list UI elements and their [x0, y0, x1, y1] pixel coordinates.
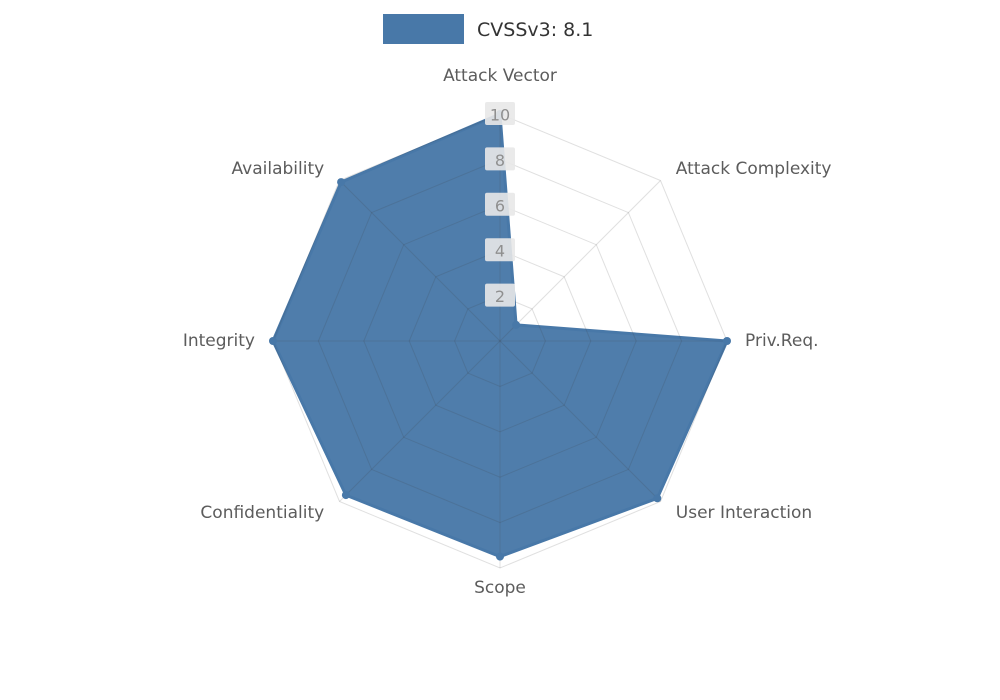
- data-point-marker: [723, 337, 731, 345]
- tick-label-4: 4: [495, 242, 505, 261]
- legend-label[interactable]: CVSSv3: 8.1: [477, 19, 593, 41]
- radar-grid: [272, 113, 728, 569]
- axis-label-user-interaction: User Interaction: [676, 503, 812, 523]
- tick-label-2: 2: [495, 287, 505, 306]
- grid-spoke: [339, 340, 501, 502]
- grid-ring: [408, 249, 592, 433]
- grid-spoke: [499, 340, 661, 502]
- axis-label-attack-vector: Attack Vector: [443, 66, 557, 86]
- data-point-marker: [341, 491, 350, 500]
- tick-label-box: [485, 147, 515, 171]
- grid-ring: [272, 113, 728, 569]
- axis-label-scope: Scope: [474, 578, 526, 598]
- tick-label-box: [485, 283, 515, 307]
- data-point-marker: [496, 552, 504, 561]
- tick-label-box: [485, 102, 515, 125]
- data-point-marker: [653, 494, 662, 503]
- grid-ring: [317, 158, 683, 524]
- axis-label-priv-req: Priv.Req.: [745, 331, 819, 351]
- data-point-marker: [337, 178, 346, 187]
- tick-label-8: 8: [495, 151, 505, 170]
- data-point-marker: [269, 337, 277, 345]
- axis-label-confidentiality: Confidentiality: [200, 503, 324, 523]
- axis-label-attack-complexity: Attack Complexity: [676, 159, 832, 179]
- tick-label-10: 10: [490, 106, 510, 125]
- grid-ring: [363, 204, 637, 478]
- grid-spoke: [339, 180, 501, 342]
- axis-label-integrity: Integrity: [183, 331, 255, 351]
- grid-spoke: [499, 180, 661, 342]
- data-point-marker: [512, 320, 521, 329]
- tick-label-box: [485, 192, 515, 216]
- axis-label-availability: Availability: [232, 159, 325, 179]
- grid-ring: [454, 295, 546, 387]
- tick-label-box: [485, 238, 515, 262]
- legend-swatch[interactable]: [383, 14, 464, 44]
- tick-label-6: 6: [495, 196, 505, 215]
- legend[interactable]: CVSSv3: 8.1: [383, 14, 593, 44]
